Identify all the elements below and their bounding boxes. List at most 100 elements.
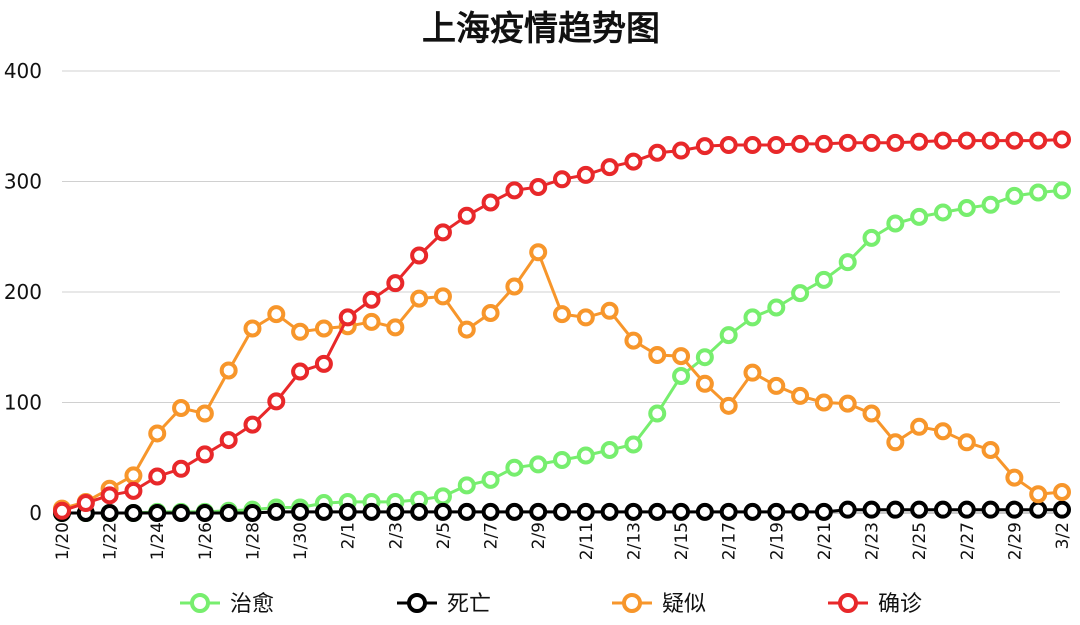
data-point bbox=[814, 393, 833, 412]
data-point bbox=[219, 361, 238, 380]
data-point bbox=[981, 195, 1000, 214]
data-point bbox=[76, 494, 95, 513]
data-point bbox=[195, 445, 214, 464]
data-point bbox=[672, 141, 691, 160]
legend-item: 疑似 bbox=[612, 592, 706, 617]
data-point bbox=[600, 301, 619, 320]
x-tick-label: 2/29 bbox=[1005, 522, 1025, 560]
data-point bbox=[981, 500, 1000, 519]
data-point bbox=[505, 458, 524, 477]
data-point bbox=[838, 253, 857, 272]
legend-label: 疑似 bbox=[662, 592, 706, 617]
y-tick-label: 300 bbox=[4, 170, 42, 194]
series-line bbox=[61, 250, 1063, 511]
data-point bbox=[362, 290, 381, 309]
data-point bbox=[648, 345, 667, 364]
data-point bbox=[767, 502, 786, 521]
y-axis: 0 100 200 300 400 bbox=[4, 59, 42, 525]
data-point bbox=[791, 284, 810, 303]
data-point bbox=[172, 399, 191, 418]
legend-item: 确诊 bbox=[828, 592, 922, 617]
data-point bbox=[314, 502, 333, 521]
data-point bbox=[267, 502, 286, 521]
legend-label: 确诊 bbox=[878, 592, 922, 617]
data-point bbox=[719, 326, 738, 345]
data-point bbox=[386, 502, 405, 521]
data-point bbox=[933, 131, 952, 150]
data-point bbox=[505, 181, 524, 200]
data-point bbox=[481, 470, 500, 489]
data-point bbox=[433, 223, 452, 242]
data-point bbox=[886, 214, 905, 233]
legend-item: 治愈 bbox=[180, 592, 274, 617]
data-point bbox=[124, 504, 143, 522]
series-疑似 bbox=[53, 243, 1071, 518]
data-point bbox=[576, 165, 595, 184]
data-point bbox=[910, 417, 929, 436]
data-point bbox=[933, 203, 952, 222]
data-point bbox=[743, 502, 762, 521]
data-point bbox=[457, 502, 476, 521]
data-point bbox=[767, 376, 786, 395]
data-point bbox=[886, 500, 905, 519]
x-tick-label: 2/13 bbox=[624, 522, 644, 560]
x-tick-label: 2/3 bbox=[386, 522, 406, 549]
data-point bbox=[695, 374, 714, 393]
data-point bbox=[838, 500, 857, 519]
series-确诊 bbox=[53, 130, 1071, 520]
data-point bbox=[862, 133, 881, 152]
data-point bbox=[672, 347, 691, 366]
x-tick-label: 2/5 bbox=[434, 522, 454, 549]
data-point bbox=[410, 502, 429, 521]
x-tick-label: 2/25 bbox=[910, 522, 930, 560]
y-tick-label: 0 bbox=[29, 501, 42, 525]
data-point bbox=[505, 277, 524, 296]
data-point bbox=[791, 502, 810, 521]
data-point bbox=[481, 193, 500, 212]
data-point bbox=[695, 348, 714, 367]
data-point bbox=[1005, 186, 1024, 205]
data-point bbox=[433, 287, 452, 306]
series-group bbox=[53, 130, 1071, 522]
x-tick-label: 1/30 bbox=[291, 522, 311, 560]
legend: 治愈 死亡 疑似 确诊 bbox=[180, 592, 922, 617]
data-point bbox=[362, 502, 381, 521]
data-point bbox=[695, 137, 714, 156]
data-point bbox=[957, 433, 976, 452]
data-point bbox=[624, 331, 643, 350]
data-point bbox=[243, 504, 262, 522]
data-point bbox=[1029, 183, 1048, 202]
data-point bbox=[1053, 130, 1071, 149]
data-point bbox=[791, 386, 810, 405]
data-point bbox=[457, 206, 476, 225]
data-point bbox=[648, 502, 667, 521]
data-point bbox=[838, 394, 857, 413]
data-point bbox=[957, 131, 976, 150]
data-point bbox=[814, 134, 833, 153]
data-point bbox=[195, 504, 214, 522]
data-point bbox=[576, 308, 595, 327]
data-point bbox=[862, 500, 881, 519]
data-point bbox=[648, 143, 667, 162]
data-point bbox=[743, 308, 762, 327]
data-point bbox=[124, 466, 143, 485]
data-point bbox=[457, 320, 476, 339]
x-tick-label: 1/22 bbox=[101, 522, 121, 560]
data-point bbox=[910, 132, 929, 151]
x-tick-label: 2/19 bbox=[767, 522, 787, 560]
x-tick-label: 2/15 bbox=[672, 522, 692, 560]
data-point bbox=[457, 476, 476, 495]
data-point bbox=[219, 504, 238, 522]
data-point bbox=[338, 308, 357, 327]
data-point bbox=[957, 199, 976, 218]
data-point bbox=[553, 450, 571, 469]
data-point bbox=[1053, 181, 1071, 200]
data-point bbox=[553, 305, 571, 324]
data-point bbox=[695, 502, 714, 521]
data-point bbox=[291, 322, 310, 341]
y-tick-label: 100 bbox=[4, 391, 42, 415]
data-point bbox=[148, 467, 167, 486]
data-point bbox=[553, 502, 571, 521]
legend-item: 死亡 bbox=[397, 592, 491, 617]
x-tick-label: 2/23 bbox=[863, 522, 883, 560]
